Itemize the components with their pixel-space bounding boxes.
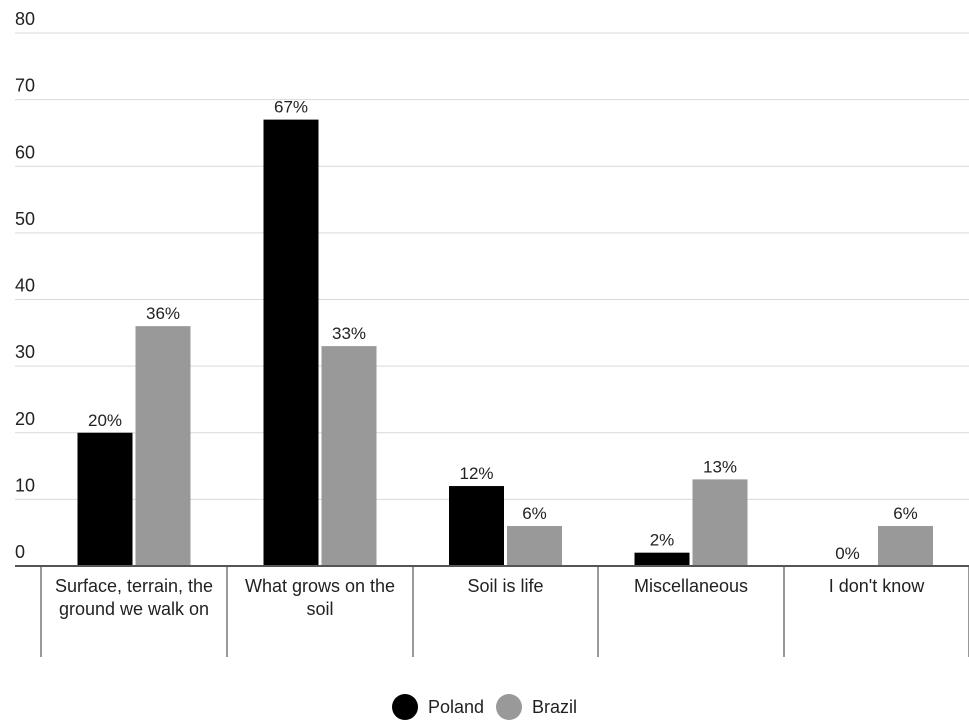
bar-brazil [507, 526, 562, 566]
data-label-brazil: 6% [522, 504, 547, 523]
y-tick-label: 40 [15, 276, 35, 296]
y-tick-label: 70 [15, 76, 35, 96]
data-label-brazil: 13% [703, 457, 737, 476]
x-category-label: Soil is life [467, 576, 544, 596]
legend: Poland Brazil [0, 694, 969, 720]
legend-swatch-poland [391, 694, 418, 720]
data-label-brazil: 36% [146, 304, 180, 323]
y-tick-label: 50 [15, 209, 35, 229]
y-tick-label: 80 [15, 9, 35, 29]
data-label-brazil: 33% [332, 324, 366, 343]
legend-swatch-brazil [496, 694, 523, 720]
y-tick-label: 20 [15, 409, 35, 429]
y-tick-label: 60 [15, 142, 35, 162]
x-category-label: Surface, terrain, the ground we walk on [54, 576, 214, 619]
y-tick-label: 30 [15, 342, 35, 362]
data-label-poland: 12% [459, 464, 493, 483]
legend-item-brazil: Brazil [496, 694, 577, 720]
bar-brazil [692, 479, 748, 566]
legend-label-poland: Poland [427, 696, 485, 717]
legend-item-poland: Poland [391, 694, 485, 720]
bar-brazil [135, 326, 191, 566]
data-label-poland: 2% [650, 531, 675, 550]
bar-poland [77, 432, 133, 566]
data-label-poland: 67% [274, 98, 308, 117]
y-tick-label: 10 [15, 475, 35, 495]
x-category-label: I don't know [828, 576, 925, 596]
legend-label-brazil: Brazil [532, 696, 578, 717]
data-label-poland: 0% [835, 544, 860, 563]
data-label-brazil: 6% [893, 504, 918, 523]
x-category-label: What grows on the soil [244, 576, 396, 619]
x-category-label: Miscellaneous [633, 576, 749, 596]
bar-brazil [321, 346, 377, 566]
bar-poland [449, 486, 504, 566]
data-label-poland: 20% [88, 411, 122, 430]
bar-poland [634, 552, 690, 566]
y-tick-label: 0 [15, 542, 25, 562]
bar-brazil [878, 526, 933, 566]
bar-poland [263, 119, 319, 567]
